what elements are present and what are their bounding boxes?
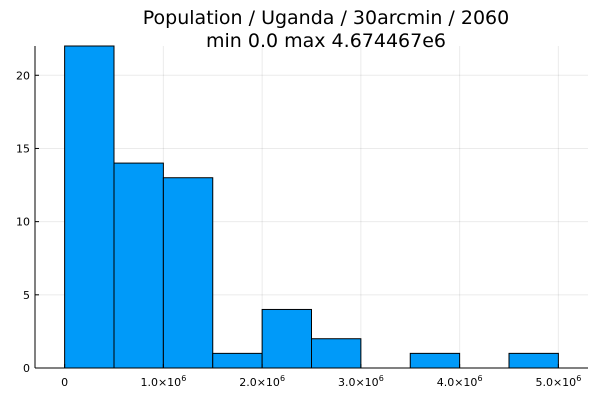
histogram-bar	[261, 308, 312, 369]
y-tick-label: 15	[16, 142, 30, 155]
x-tick-labels: 0 1.0×106 2.0×106 3.0×106 4.0×106 5.0×106	[61, 374, 581, 389]
x-tick-label: 2.0×106	[239, 374, 285, 389]
histogram-bar	[212, 352, 263, 369]
histogram-bar	[113, 162, 164, 369]
y-tick-label: 0	[23, 362, 30, 375]
y-tick-label: 20	[16, 69, 30, 82]
x-tick-label: 0	[61, 376, 68, 389]
bars	[64, 45, 559, 369]
x-tick-label: 3.0×106	[338, 374, 384, 389]
x-tick-label: 4.0×106	[437, 374, 483, 389]
x-tick-label: 5.0×106	[535, 374, 581, 389]
chart-title: Population / Uganda / 30arcmin / 2060	[143, 7, 509, 29]
histogram-bar	[409, 352, 461, 369]
histogram-bar	[162, 177, 214, 369]
x-tick-label: 1.0×106	[140, 374, 186, 389]
histogram-bar	[64, 45, 115, 369]
chart-subtitle: min 0.0 max 4.674467e6	[206, 30, 446, 52]
histogram-bar	[311, 338, 362, 369]
y-tick-label: 5	[23, 289, 30, 302]
y-tick-labels: 0 5 10 15 20	[16, 69, 30, 375]
histogram-bar	[508, 352, 559, 369]
axes	[34, 46, 588, 369]
y-tick-label: 10	[16, 216, 30, 229]
